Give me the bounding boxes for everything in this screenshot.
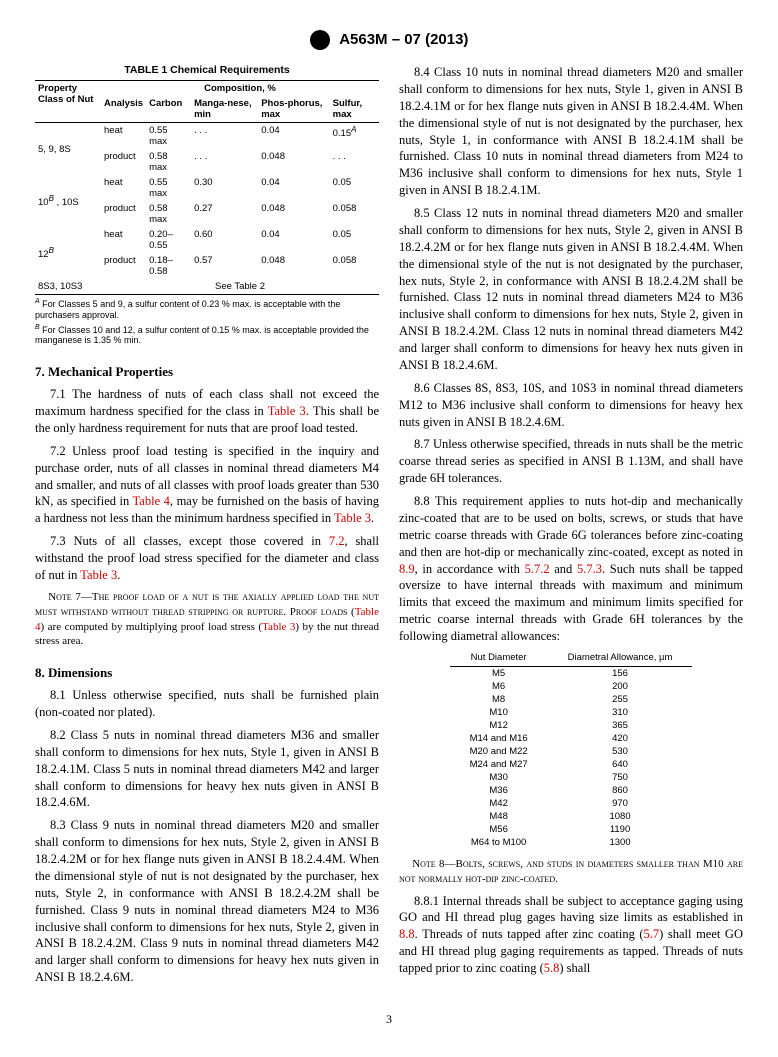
- table-row: M36860: [450, 784, 693, 797]
- col-phosphorus: Phos-phorus, max: [258, 96, 329, 123]
- note-7: Note 7—The proof load of a nut is the ax…: [35, 590, 379, 649]
- table-1: TABLE 1 Chemical Requirements Property C…: [35, 64, 379, 346]
- page-header: A563M – 07 (2013): [35, 30, 743, 50]
- page-number: 3: [35, 1012, 743, 1027]
- col-carbon: Carbon: [146, 96, 191, 123]
- col-analysis: Analysis: [101, 96, 146, 123]
- table-row: M5156: [450, 666, 693, 680]
- para-7-1: 7.1 The hardness of nuts of each class s…: [35, 386, 379, 437]
- table-row: M12365: [450, 719, 693, 732]
- table-1-footnote-a: A For Classes 5 and 9, a sulfur content …: [35, 298, 379, 321]
- table-row: M20 and M22530: [450, 745, 693, 758]
- table-row: 8S3, 10S3 See Table 2: [35, 279, 379, 295]
- table-1-body: Property Class of Nut Composition, % Ana…: [35, 80, 379, 295]
- section-7-title: 7. Mechanical Properties: [35, 364, 379, 380]
- col-manganese: Manga-nese, min: [191, 96, 258, 123]
- para-7-3: 7.3 Nuts of all classes, except those co…: [35, 533, 379, 584]
- astm-logo-icon: [310, 30, 330, 50]
- para-8-4: 8.4 Class 10 nuts in nominal thread diam…: [399, 64, 743, 199]
- table-row: 5, 9, 8S heat 0.55 max . . . 0.04 0.15A: [35, 123, 379, 150]
- table-row: 10B , 10S heat 0.55 max 0.30 0.04 0.05: [35, 175, 379, 201]
- allow-col-diameter: Nut Diameter: [450, 651, 548, 667]
- para-8-7: 8.7 Unless otherwise specified, threads …: [399, 436, 743, 487]
- table-1-title: TABLE 1 Chemical Requirements: [35, 64, 379, 76]
- table-row: M481080: [450, 810, 693, 823]
- table-row: M24 and M27640: [450, 758, 693, 771]
- col-sulfur: Sulfur, max: [330, 96, 379, 123]
- para-8-8-1: 8.8.1 Internal threads shall be subject …: [399, 893, 743, 977]
- table-row: M64 to M1001300: [450, 836, 693, 849]
- col-property-class: Property Class of Nut: [35, 81, 101, 123]
- allow-col-value: Diametral Allowance, µm: [548, 651, 693, 667]
- table-row: M10310: [450, 706, 693, 719]
- table-row: M6200: [450, 680, 693, 693]
- table-row: M14 and M16420: [450, 732, 693, 745]
- allowance-table: Nut Diameter Diametral Allowance, µm M51…: [450, 651, 693, 849]
- section-8-title: 8. Dimensions: [35, 665, 379, 681]
- para-8-3: 8.3 Class 9 nuts in nominal thread diame…: [35, 817, 379, 986]
- note-8: Note 8—Bolts, screws, and studs in diame…: [399, 857, 743, 887]
- table-1-footnote-b: B For Classes 10 and 12, a sulfur conten…: [35, 324, 379, 347]
- table-row: M8255: [450, 693, 693, 706]
- table-row: M30750: [450, 771, 693, 784]
- table-row: M42970: [450, 797, 693, 810]
- para-8-6: 8.6 Classes 8S, 8S3, 10S, and 10S3 in no…: [399, 380, 743, 431]
- para-7-2: 7.2 Unless proof load testing is specifi…: [35, 443, 379, 527]
- col-composition: Composition, %: [101, 81, 379, 97]
- para-8-2: 8.2 Class 5 nuts in nominal thread diame…: [35, 727, 379, 811]
- table-row: M561190: [450, 823, 693, 836]
- para-8-1: 8.1 Unless otherwise specified, nuts sha…: [35, 687, 379, 721]
- standard-designation: A563M – 07 (2013): [339, 31, 468, 48]
- para-8-8: 8.8 This requirement applies to nuts hot…: [399, 493, 743, 645]
- table-row: 12B heat 0.20–0.55 0.60 0.04 0.05: [35, 227, 379, 253]
- para-8-5: 8.5 Class 12 nuts in nominal thread diam…: [399, 205, 743, 374]
